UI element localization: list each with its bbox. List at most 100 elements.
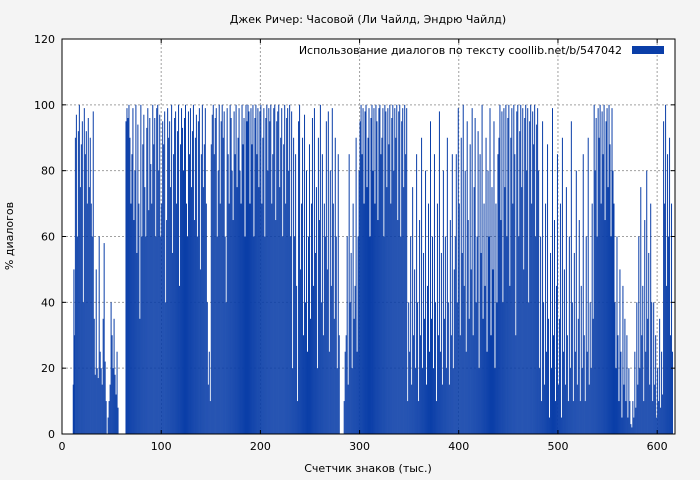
bar [509,285,511,435]
bar [546,351,548,434]
bar [188,154,190,434]
bar [364,111,366,435]
bar [195,114,197,435]
bar [488,236,490,434]
bar [132,108,134,435]
bar [277,111,279,435]
bar [565,187,567,435]
bar [254,118,256,434]
bar [347,384,349,435]
x-axis-label: Счетчик знаков (тыс.) [304,462,432,475]
bar [140,104,142,434]
bar [325,121,327,434]
bar [552,108,553,435]
bar [229,104,231,434]
bar [256,154,258,434]
bar [399,104,401,434]
bar [491,187,493,435]
bar [246,121,248,434]
bar [222,137,224,434]
bar [397,220,399,434]
bar [278,104,280,434]
bar [298,121,300,434]
bar [495,203,497,434]
bar [307,351,308,434]
bar [131,154,133,434]
bar [656,417,658,434]
y-tick-label: 0 [48,428,55,441]
bar [199,269,201,434]
bar [357,236,359,434]
bar [323,203,325,434]
bar [265,118,267,434]
bar [375,104,377,434]
bar [601,111,603,435]
bar [335,236,337,434]
bar [467,220,469,434]
bar [273,108,275,435]
bar [144,187,146,435]
bar [525,104,527,434]
bar [83,108,85,435]
bar [296,285,298,435]
bar [79,187,81,435]
bar [97,378,99,434]
bar [452,368,454,434]
bar [211,114,213,435]
bar [496,302,498,434]
bar [545,203,547,434]
bar [186,236,188,434]
bar [669,137,671,434]
bar [451,154,453,434]
bar [455,154,457,434]
bar [532,111,534,435]
bar [156,108,158,435]
bar [442,170,444,435]
bar [550,252,552,434]
bar [661,351,663,434]
bar [445,368,447,434]
bar [203,144,205,434]
bar [266,104,268,434]
bar [200,154,202,434]
bar [380,154,382,434]
bar [198,108,200,435]
bar [428,203,430,434]
bar [75,114,77,435]
bar [178,104,180,434]
bar [400,236,402,434]
bar [385,111,387,435]
bar [376,121,378,434]
x-tick-label: 300 [349,440,370,453]
bar [471,108,473,435]
bar [450,335,452,434]
bar [214,118,216,434]
bar [469,144,471,434]
bar [406,108,408,435]
bar [378,108,380,435]
bar [322,335,324,434]
bar [672,351,674,434]
bar [351,368,353,434]
bar [454,236,456,434]
bar [515,335,517,434]
bar [267,170,269,435]
bar [412,187,414,435]
bar [542,121,544,434]
bar [666,285,668,435]
x-tick-label: 0 [59,440,66,453]
bar [554,401,556,434]
bar [190,187,192,435]
bar [101,384,103,435]
bar [671,203,673,434]
bar [518,236,520,434]
bar [388,144,390,434]
bar [366,187,368,435]
bar [307,236,309,434]
bar [447,302,449,434]
bar [133,220,135,434]
bar [409,351,411,434]
bar [614,302,616,434]
bar [287,108,289,435]
